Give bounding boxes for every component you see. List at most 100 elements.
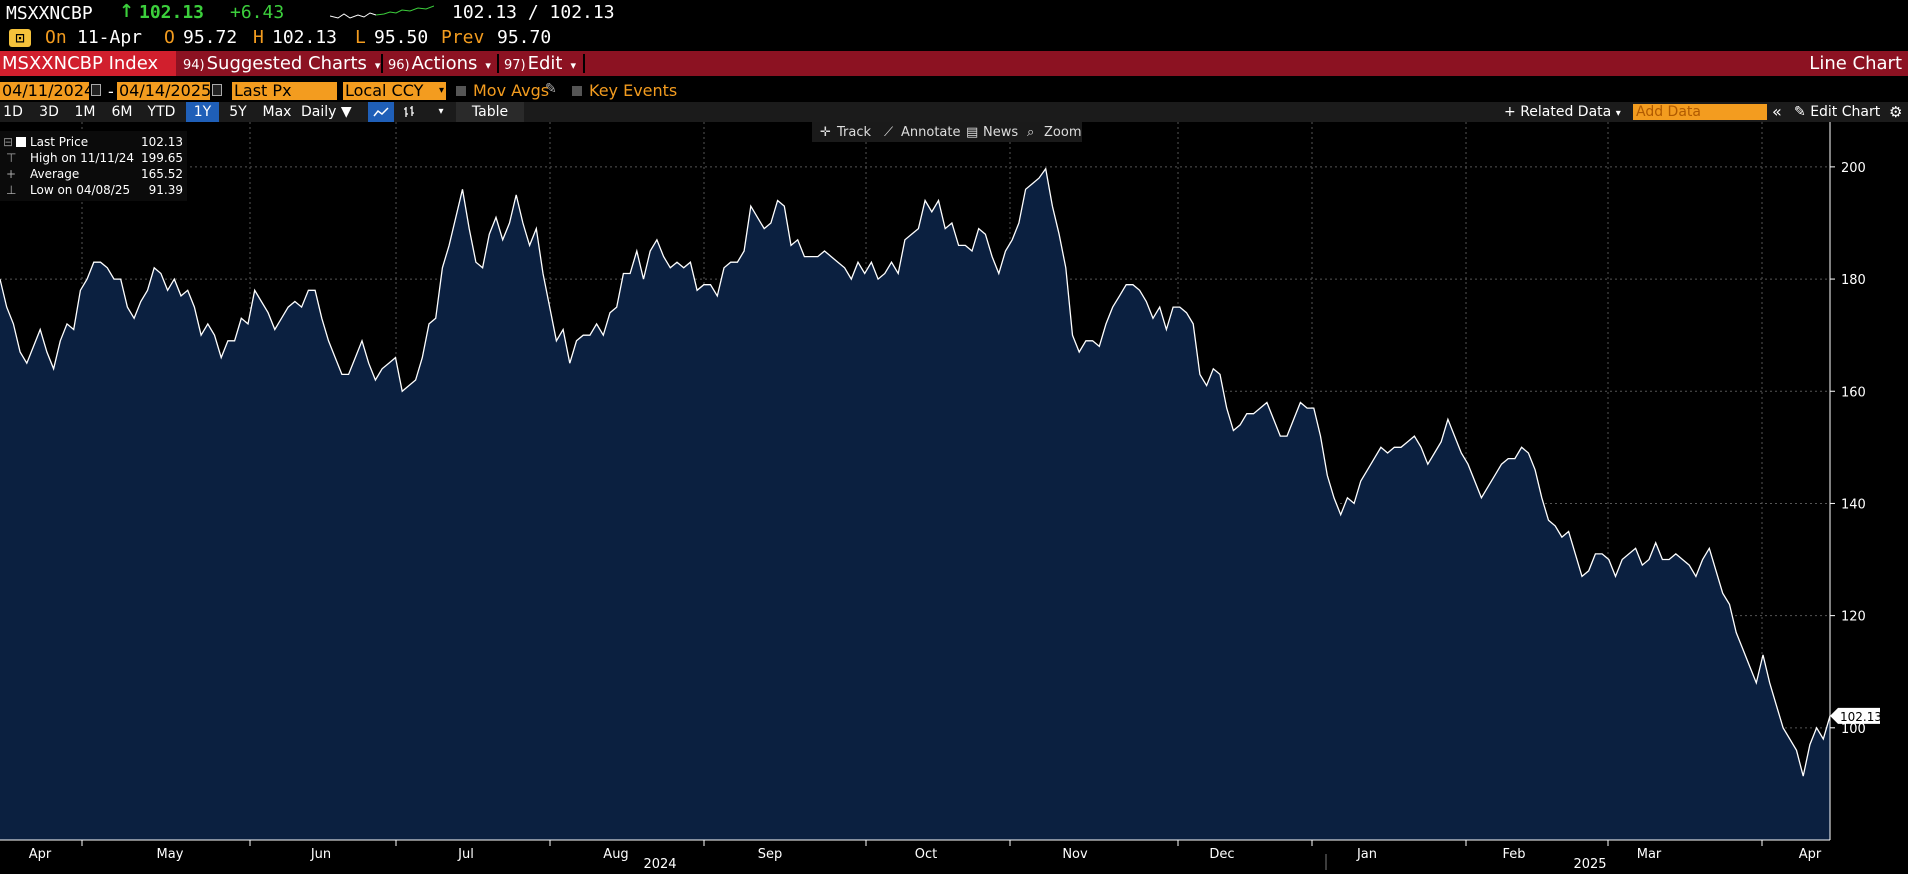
period-1y[interactable]: 1Y: [186, 102, 219, 122]
ticker-symbol[interactable]: MSXXNCBP: [6, 3, 93, 24]
x-tick-label: Apr: [1799, 847, 1822, 862]
low-marker-icon: ⊥: [6, 183, 17, 197]
actions-label: Actions: [411, 53, 478, 74]
low-label: L: [355, 27, 366, 48]
legend-last-label: Last Price: [30, 135, 89, 149]
related-data-button[interactable]: + Related Data ▾: [1504, 102, 1621, 122]
news-icon: ▤: [966, 125, 978, 140]
legend-last-value: 102.13: [141, 135, 183, 149]
price-chart[interactable]: 100 120 140 160 180 200 Apr May Jun Jul Aug Sep Oct…: [0, 122, 1908, 874]
legend-high-label: High on 11/11/24: [30, 151, 135, 165]
track-tool[interactable]: Track: [836, 125, 871, 140]
series-color-swatch: [16, 137, 26, 147]
annotate-pencil-icon: ⟋: [884, 125, 894, 140]
suggested-num: 94): [183, 58, 205, 73]
x-tick-label: Aug: [603, 847, 628, 862]
legend-row-low: ⊥ Low on 04/08/25 91.39: [0, 182, 183, 198]
chart-type-title: Line Chart: [1809, 53, 1902, 74]
add-data-input[interactable]: Add Data: [1633, 104, 1767, 120]
x-tick-label: May: [157, 847, 184, 862]
frequency-value: Daily: [301, 104, 337, 120]
chart-controls: 04/11/2024 - 04/14/2025 Last Px Local CC…: [0, 80, 1908, 102]
period-selector: 1D 3D 1M 6M YTD 1Y 5Y Max Daily ▼ ▾ Tabl…: [0, 102, 1908, 122]
y-tick-label: 140: [1841, 497, 1866, 512]
chart-tools: ✛ Track ⟋ Annotate ▤ News ⌕ Zoom: [812, 122, 1082, 142]
index-name[interactable]: MSXXNCBP Index: [0, 51, 176, 76]
table-button[interactable]: Table: [456, 102, 524, 122]
news-tool[interactable]: News: [983, 125, 1018, 140]
frequency-select[interactable]: Daily ▼: [301, 102, 359, 122]
currency-select[interactable]: Local CCY ▾: [343, 82, 446, 100]
last-price-tag-shape: [1830, 707, 1880, 724]
prev-value: 95.70: [497, 27, 552, 48]
field-select[interactable]: Last Px: [232, 82, 337, 100]
edit-chart-button[interactable]: ✎ Edit Chart: [1794, 102, 1880, 122]
market-status-icon[interactable]: ⊡: [9, 29, 31, 47]
period-1d[interactable]: 1D: [3, 104, 23, 120]
gear-icon[interactable]: ⚙: [1889, 103, 1903, 121]
actions-button[interactable]: 96) Actions ▾: [388, 51, 491, 76]
period-6m[interactable]: 6M: [111, 104, 133, 120]
x-tick-label: Nov: [1062, 847, 1088, 862]
legend-high-value: 199.65: [141, 151, 183, 165]
start-date-input[interactable]: 04/11/2024: [0, 81, 95, 100]
prev-label: Prev: [441, 27, 485, 48]
pencil-icon: ✎: [1794, 104, 1806, 120]
mov-avgs-checkbox[interactable]: [456, 86, 466, 96]
period-ytd[interactable]: YTD: [147, 104, 176, 120]
chevron-down-icon: ▾: [485, 59, 491, 72]
suggested-charts-button[interactable]: 94) Suggested Charts ▾: [183, 51, 380, 76]
up-arrow-icon: ↑: [119, 1, 135, 22]
zoom-magnifier-icon: ⌕: [1027, 125, 1034, 140]
last-price: 102.13: [139, 2, 205, 23]
period-1m[interactable]: 1M: [74, 104, 96, 120]
last-price-tag-text: 102.13: [1840, 710, 1882, 724]
edit-chart-label: Edit Chart: [1810, 104, 1881, 120]
legend-row-average: + Average 165.52: [0, 166, 183, 182]
edit-button[interactable]: 97) Edit ▾: [504, 51, 576, 76]
plus-icon: +: [1504, 104, 1516, 120]
price-line[interactable]: [0, 167, 1831, 777]
zoom-tool[interactable]: Zoom: [1044, 125, 1081, 140]
related-data-label: Related Data: [1520, 104, 1612, 120]
year-label: 2025: [1573, 857, 1606, 872]
field-value: Last Px: [234, 81, 292, 100]
open-value: 95.72: [183, 27, 238, 48]
collapse-minus-icon[interactable]: ⊟: [3, 135, 14, 149]
key-events-checkbox[interactable]: [572, 86, 582, 96]
x-tick-label: Sep: [758, 847, 783, 862]
crosshair-icon: ✛: [820, 125, 831, 140]
y-tick-label: 100: [1841, 722, 1866, 737]
calendar-icon[interactable]: [212, 84, 222, 96]
last-price-tag: 102.13: [1830, 707, 1882, 724]
period-max[interactable]: Max: [262, 104, 292, 120]
legend-row-last[interactable]: ⊟ Last Price 102.13: [0, 134, 183, 150]
toolbar-divider: [381, 54, 383, 73]
mov-avgs-label: Mov Avgs: [473, 81, 550, 100]
double-chevron-left-icon[interactable]: «: [1772, 102, 1782, 121]
toolbar-divider: [583, 54, 585, 73]
x-tick-label: Jun: [310, 847, 331, 862]
y-tick-label: 200: [1841, 161, 1866, 176]
chevron-down-icon: ▾: [438, 85, 444, 96]
annotate-tool[interactable]: Annotate: [901, 125, 960, 140]
edit-label: Edit: [527, 53, 563, 74]
pencil-icon[interactable]: ✎: [545, 81, 557, 97]
y-axis: 100 120 140 160 180 200: [1829, 122, 1866, 840]
end-date-input[interactable]: 04/14/2025: [117, 81, 212, 100]
open-label: O: [164, 27, 175, 48]
line-chart-icon[interactable]: [368, 102, 394, 122]
y-tick-label: 180: [1841, 273, 1866, 288]
bar-chart-icon[interactable]: [400, 102, 420, 122]
y-tick-label: 120: [1841, 610, 1866, 625]
period-3d[interactable]: 3D: [39, 104, 59, 120]
period-5y[interactable]: 5Y: [229, 104, 247, 120]
calendar-icon[interactable]: [91, 84, 101, 96]
legend-avg-value: 165.52: [141, 167, 183, 181]
chevron-down-icon[interactable]: ▾: [438, 106, 444, 117]
chevron-down-icon: ▾: [374, 59, 381, 72]
date-separator: -: [108, 82, 114, 101]
legend-low-value: 91.39: [148, 183, 183, 197]
legend-low-label: Low on 04/08/25: [30, 183, 131, 197]
x-tick-label: Mar: [1637, 847, 1662, 862]
